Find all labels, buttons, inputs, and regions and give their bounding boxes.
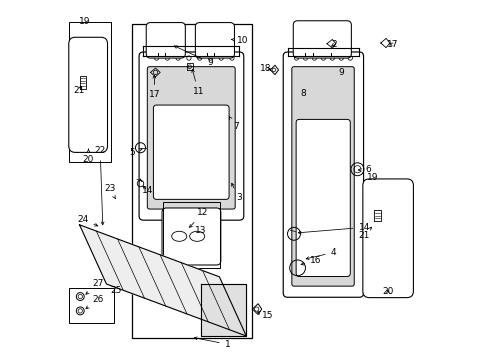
FancyBboxPatch shape — [153, 105, 228, 199]
Polygon shape — [201, 284, 246, 336]
FancyBboxPatch shape — [296, 120, 349, 276]
Bar — [69, 288, 113, 323]
Text: 11: 11 — [191, 69, 203, 95]
Text: 12: 12 — [189, 208, 207, 228]
Text: 23: 23 — [104, 184, 115, 199]
Text: 8: 8 — [300, 89, 305, 98]
Text: 5: 5 — [129, 148, 142, 157]
Text: 27: 27 — [86, 279, 103, 294]
FancyBboxPatch shape — [162, 208, 221, 265]
Text: 21: 21 — [73, 86, 85, 95]
Text: 16: 16 — [301, 256, 321, 265]
Text: 7: 7 — [229, 117, 238, 131]
FancyBboxPatch shape — [362, 179, 412, 298]
FancyBboxPatch shape — [139, 52, 244, 220]
FancyBboxPatch shape — [146, 23, 185, 58]
FancyBboxPatch shape — [293, 21, 351, 58]
Text: 9: 9 — [338, 68, 344, 77]
Text: 2: 2 — [330, 40, 336, 49]
Text: 1: 1 — [194, 337, 230, 349]
FancyBboxPatch shape — [195, 23, 234, 58]
Text: 14: 14 — [142, 186, 153, 195]
Text: 9: 9 — [174, 46, 212, 67]
Text: 3: 3 — [231, 183, 241, 202]
Text: 17: 17 — [386, 40, 398, 49]
Text: 20: 20 — [382, 287, 393, 296]
Text: 17: 17 — [149, 75, 160, 99]
Text: 20: 20 — [82, 149, 94, 164]
Text: 19: 19 — [79, 17, 90, 26]
Polygon shape — [80, 225, 246, 336]
Text: 4: 4 — [305, 248, 336, 260]
FancyBboxPatch shape — [69, 37, 107, 152]
Text: 10: 10 — [231, 36, 248, 45]
Text: 26: 26 — [86, 294, 103, 309]
Text: 15: 15 — [257, 311, 273, 320]
Text: 13: 13 — [195, 226, 206, 235]
Text: 6: 6 — [358, 166, 370, 175]
FancyBboxPatch shape — [283, 52, 363, 297]
Bar — [163, 202, 220, 268]
Text: 21: 21 — [357, 227, 371, 240]
Text: 22: 22 — [94, 146, 105, 225]
Text: 25: 25 — [111, 286, 122, 295]
Text: 18: 18 — [260, 64, 271, 73]
Text: 14: 14 — [298, 223, 369, 234]
FancyBboxPatch shape — [147, 67, 235, 209]
Bar — [131, 24, 251, 338]
Bar — [69, 22, 111, 162]
FancyBboxPatch shape — [291, 67, 353, 286]
Text: 19: 19 — [366, 173, 378, 182]
Text: 24: 24 — [77, 215, 98, 226]
